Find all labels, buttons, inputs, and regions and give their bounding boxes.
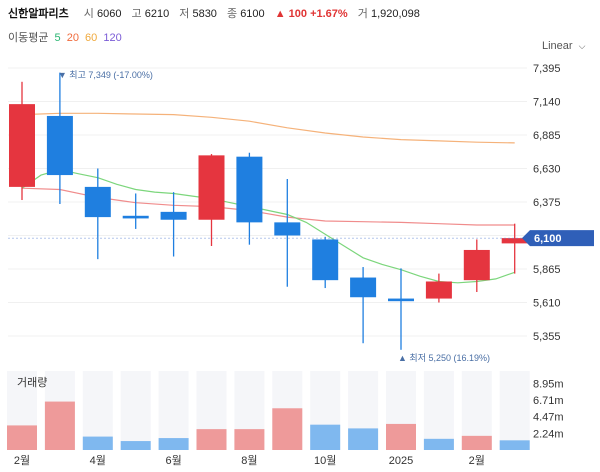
x-tick-label: 4월 — [90, 454, 106, 467]
high-annotation: ▼ 최고 7,349 (-17.00%) — [58, 70, 153, 80]
stock-name: 신한알파리츠 — [8, 8, 69, 20]
volume-bar — [158, 438, 189, 450]
x-tick-label: 8월 — [241, 454, 257, 467]
volume-bar — [386, 423, 416, 450]
volume-slot — [158, 371, 189, 450]
volume-bar — [272, 408, 303, 450]
current-price-badge — [522, 230, 594, 247]
candle-body — [160, 211, 187, 220]
volume-y-tick-label: 6.71m — [533, 395, 564, 407]
x-tick-label: 2025 — [389, 455, 413, 467]
scale-mode-label: Linear — [542, 40, 573, 52]
low-label: 저 — [179, 8, 190, 20]
candle-body — [274, 222, 301, 236]
candle-body — [312, 239, 339, 281]
y-tick-label: 7,395 — [533, 63, 561, 75]
high-value: 6210 — [144, 8, 170, 20]
volume-bar — [120, 441, 151, 450]
y-tick-label: 5,865 — [533, 264, 561, 276]
stock-header: 신한알파리츠 시 6060 고 6210 저 5830 종 6100 ▲ 100… — [8, 5, 423, 21]
volume-bar — [196, 429, 227, 450]
y-tick-label: 5,355 — [533, 331, 561, 343]
change-value: ▲ 100 +1.67% — [274, 8, 348, 20]
volume-bar — [310, 424, 341, 450]
volume-bar — [234, 429, 265, 450]
volume-y-tick-label: 2.24m — [533, 428, 564, 440]
low-annotation: ▲ 최저 5,250 (16.19%) — [398, 353, 490, 363]
current-price-label: 6,100 — [534, 233, 562, 245]
volume-slot — [499, 371, 530, 450]
x-tick-label: 2월 — [469, 454, 485, 467]
ma-legend-label: 이동평균 — [8, 32, 49, 44]
volume-label: 거 — [357, 8, 368, 20]
moving-average-legend[interactable]: 이동평균 5 20 60 120 — [8, 29, 122, 45]
y-tick-label: 6,375 — [533, 197, 561, 209]
candle-body — [236, 156, 263, 223]
ma-60-label: 60 — [85, 32, 98, 44]
candle-body — [46, 115, 73, 176]
y-tick-label: 7,140 — [533, 97, 561, 109]
y-tick-label: 6,630 — [533, 164, 561, 176]
chevron-down-icon: ⌵ — [578, 41, 586, 51]
candle-body — [463, 249, 490, 281]
y-tick-label: 6,885 — [533, 130, 561, 142]
candle-body — [350, 277, 377, 298]
x-tick-label: 6월 — [165, 454, 181, 467]
low-value: 5830 — [192, 8, 217, 20]
volume-value: 1,920,098 — [370, 8, 420, 20]
candle-body — [425, 281, 452, 299]
ma-120-label: 120 — [103, 32, 122, 44]
open-value: 6060 — [96, 8, 122, 20]
high-label: 고 — [131, 8, 142, 20]
candle-body — [198, 155, 225, 220]
candle-body — [84, 186, 111, 218]
volume-y-tick-label: 4.47m — [533, 412, 564, 424]
close-label: 종 — [227, 8, 238, 20]
scale-mode-toggle[interactable]: Linear ⌵ — [542, 40, 585, 52]
volume-bar — [44, 401, 75, 450]
y-tick-label: 5,610 — [533, 298, 561, 310]
volume-bar — [423, 438, 454, 450]
volume-y-tick-label: 8.95m — [533, 378, 564, 390]
candle-body — [501, 238, 528, 244]
candle-body — [388, 298, 414, 302]
x-tick-label: 2월 — [14, 454, 30, 467]
close-value: 6100 — [240, 8, 265, 20]
ma60-line — [21, 112, 515, 144]
ma5-line — [21, 169, 515, 284]
volume-bar — [348, 428, 379, 450]
volume-bar — [499, 440, 530, 450]
x-tick-label: 10월 — [314, 454, 336, 467]
ma-5-label: 5 — [54, 32, 61, 44]
volume-slot — [423, 371, 454, 450]
ma-20-label: 20 — [66, 32, 79, 44]
volume-bar — [7, 425, 37, 450]
volume-bar — [82, 436, 113, 450]
candle-body — [122, 215, 149, 219]
open-label: 시 — [83, 8, 94, 20]
volume-bar — [461, 435, 492, 450]
candle-body — [9, 104, 35, 187]
volume-title: 거래량 — [17, 376, 47, 389]
volume-slot — [120, 371, 151, 450]
